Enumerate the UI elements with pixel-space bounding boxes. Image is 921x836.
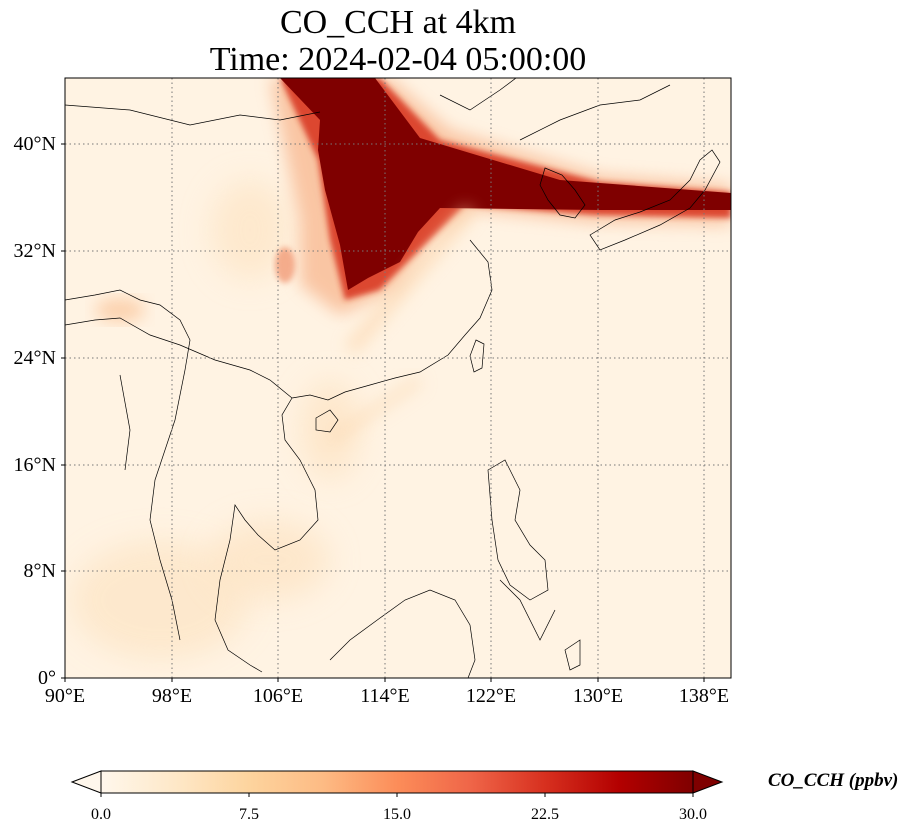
colorbar-tick-label: 15.0 xyxy=(383,806,411,823)
lat-tick-label: 16°N xyxy=(13,454,56,476)
gridlines xyxy=(65,78,731,678)
map-frame xyxy=(64,77,732,679)
lat-tick-label: 8°N xyxy=(23,560,56,582)
colorbar-gradient xyxy=(100,770,694,794)
colorbar xyxy=(70,770,724,797)
co-plume-core xyxy=(280,78,731,290)
coastlines xyxy=(65,78,721,678)
axis-ticks xyxy=(61,143,705,682)
lat-tick-label: 24°N xyxy=(13,347,56,369)
colorbar-label: CO_CCH (ppbv) xyxy=(768,770,899,791)
map-subtitle-time: Time: 2024-02-04 05:00:00 xyxy=(209,41,587,78)
lon-tick-label: 138°E xyxy=(678,685,730,707)
colorbar-tick-label: 22.5 xyxy=(531,806,559,823)
lon-tick-label: 122°E xyxy=(465,685,517,707)
lon-tick-label: 90°E xyxy=(44,685,86,707)
colorbar-tick-label: 7.5 xyxy=(239,806,259,823)
map-title: CO_CCH at 4km xyxy=(279,4,517,41)
lon-tick-label: 114°E xyxy=(360,685,410,707)
lon-tick-label: 98°E xyxy=(151,685,193,707)
colorbar-extend-max xyxy=(692,770,724,794)
colorbar-extend-min xyxy=(70,770,102,794)
lat-tick-label: 32°N xyxy=(13,240,56,262)
lon-tick-label: 130°E xyxy=(572,685,624,707)
colorbar-tick-label: 30.0 xyxy=(679,806,707,823)
lon-tick-label: 106°E xyxy=(252,685,304,707)
lat-tick-label: 0° xyxy=(38,667,56,689)
colorbar-tick-label: 0.0 xyxy=(91,806,111,823)
lat-tick-label: 40°N xyxy=(13,133,56,155)
